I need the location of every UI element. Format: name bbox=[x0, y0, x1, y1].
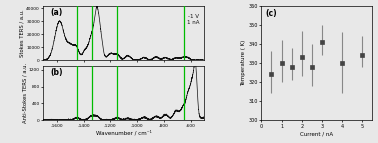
Text: (a): (a) bbox=[50, 8, 62, 17]
Text: (b): (b) bbox=[50, 68, 62, 77]
Text: (c): (c) bbox=[266, 9, 277, 18]
Y-axis label: Temperature ( K): Temperature ( K) bbox=[241, 40, 246, 86]
Text: -1 V
1 nA: -1 V 1 nA bbox=[187, 14, 200, 25]
Y-axis label: Stokes TERS / a.u.: Stokes TERS / a.u. bbox=[20, 9, 25, 57]
Y-axis label: Anti-Stokes TERS / a.u.: Anti-Stokes TERS / a.u. bbox=[23, 63, 28, 123]
X-axis label: Current / nA: Current / nA bbox=[300, 131, 333, 136]
X-axis label: Wavenumber / cm⁻¹: Wavenumber / cm⁻¹ bbox=[96, 130, 152, 136]
